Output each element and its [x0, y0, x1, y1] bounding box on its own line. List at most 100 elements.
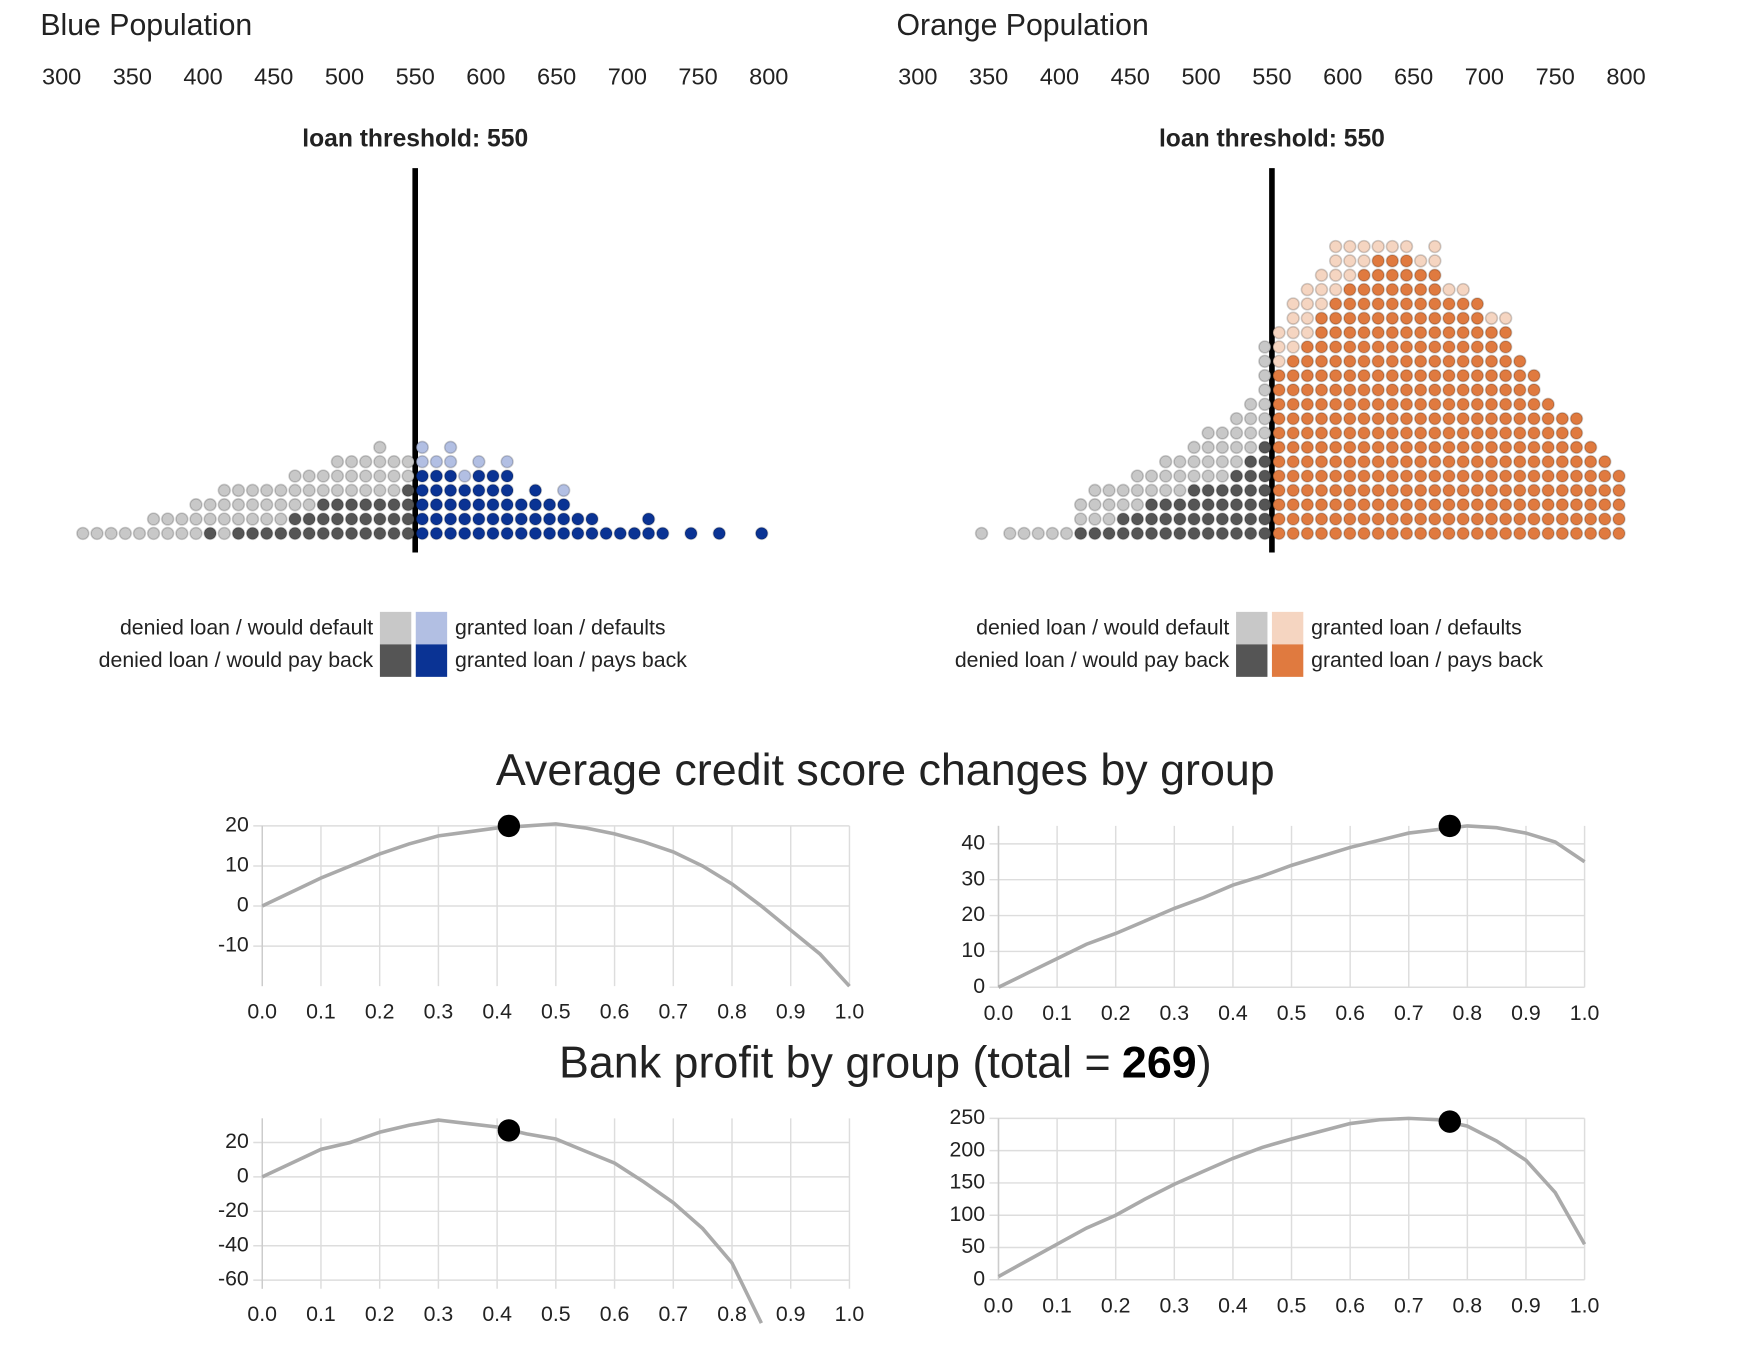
- dot: [1272, 454, 1286, 469]
- dot: [1300, 512, 1315, 526]
- dot: [76, 526, 90, 541]
- dot: [1300, 383, 1315, 397]
- dot: [1173, 483, 1187, 498]
- dot: [1470, 297, 1485, 311]
- dot: [443, 454, 458, 469]
- dot: [1456, 440, 1470, 455]
- y-tick-label: 30: [961, 866, 985, 890]
- dot-stack: [415, 440, 429, 469]
- dot: [401, 498, 415, 512]
- legend-label: granted loan / defaults: [455, 615, 666, 639]
- dot: [1513, 483, 1527, 498]
- dot: [1173, 469, 1187, 483]
- y-tick-label: -60: [218, 1267, 249, 1291]
- x-tick-label: 1.0: [1570, 1293, 1600, 1317]
- dot: [1456, 368, 1470, 383]
- x-tick-label: 0.3: [424, 1000, 454, 1024]
- y-tick-label: 0: [237, 893, 249, 917]
- dot: [1300, 368, 1315, 383]
- dot: [1328, 426, 1343, 440]
- dot: [1399, 440, 1414, 455]
- dot: [1513, 426, 1527, 440]
- dot: [175, 512, 189, 526]
- dot: [1555, 454, 1570, 469]
- dot: [1541, 454, 1555, 469]
- dot: [1456, 483, 1470, 498]
- dot: [1328, 411, 1343, 426]
- dot-stack: [1017, 526, 1031, 541]
- x-tick-label: 0.6: [600, 1302, 630, 1326]
- y-tick-label: 20: [961, 902, 985, 926]
- dot: [1598, 454, 1612, 469]
- dot: [571, 526, 585, 541]
- dot: [302, 512, 316, 526]
- dot: [1243, 397, 1258, 412]
- dot: [1328, 383, 1343, 397]
- dot: [684, 526, 698, 541]
- dot: [1442, 368, 1456, 383]
- dot: [1442, 526, 1456, 541]
- dot-stack: [1328, 239, 1343, 297]
- dot: [288, 469, 302, 483]
- dot: [1428, 512, 1442, 526]
- dot: [1413, 368, 1428, 383]
- dot: [542, 498, 557, 512]
- x-tick-label: 400: [183, 64, 222, 90]
- dot: [1498, 454, 1513, 469]
- dot: [1569, 426, 1584, 440]
- dot: [1357, 340, 1371, 354]
- x-tick-label: 0.9: [1511, 1293, 1541, 1317]
- dot: [1598, 483, 1612, 498]
- dot: [1286, 325, 1300, 340]
- dot-stack: [1187, 440, 1201, 483]
- dot: [1258, 454, 1272, 469]
- dot: [1413, 397, 1428, 412]
- dot: [1229, 469, 1244, 483]
- dot: [1442, 483, 1456, 498]
- dot-stack: [1399, 254, 1414, 541]
- dot-stack: [472, 469, 486, 541]
- dot: [1286, 397, 1300, 412]
- dot: [1442, 397, 1456, 412]
- dot: [1229, 526, 1244, 541]
- dot-stack: [1385, 239, 1400, 254]
- dot: [1130, 483, 1145, 498]
- dot: [1243, 483, 1258, 498]
- dot: [1484, 454, 1499, 469]
- dot: [1399, 526, 1414, 541]
- dot-stack: [486, 469, 500, 541]
- data-line: [997, 824, 1586, 989]
- x-tick-label: 0.1: [1042, 1293, 1072, 1317]
- dot: [1187, 454, 1201, 469]
- dot-stack: [1059, 526, 1074, 541]
- x-tick-label: 0.1: [1042, 1001, 1072, 1025]
- legend-swatch: [1236, 611, 1268, 645]
- y-tick-label: 10: [961, 938, 985, 962]
- dot-stack: [754, 526, 769, 541]
- dot: [358, 454, 373, 469]
- dot: [514, 498, 528, 512]
- dot: [1484, 526, 1499, 541]
- dot: [1328, 340, 1343, 354]
- dot: [1357, 483, 1371, 498]
- dot: [1498, 354, 1513, 369]
- dot: [1541, 411, 1555, 426]
- dot: [1428, 282, 1442, 297]
- dot: [259, 526, 274, 541]
- dot: [1158, 483, 1173, 498]
- heading-total: 269: [1122, 1038, 1197, 1088]
- dot: [1541, 498, 1555, 512]
- dot: [1045, 526, 1060, 541]
- dot: [344, 454, 359, 469]
- dot: [1286, 297, 1300, 311]
- y-tick-label: 40: [961, 830, 985, 854]
- dot: [1470, 340, 1485, 354]
- dot-stack: [1258, 440, 1272, 541]
- dot: [556, 498, 571, 512]
- dot: [1201, 483, 1215, 498]
- dot: [1498, 440, 1513, 455]
- dot: [1583, 498, 1598, 512]
- dot: [1328, 469, 1343, 483]
- dot: [1399, 383, 1414, 397]
- dot: [1555, 512, 1570, 526]
